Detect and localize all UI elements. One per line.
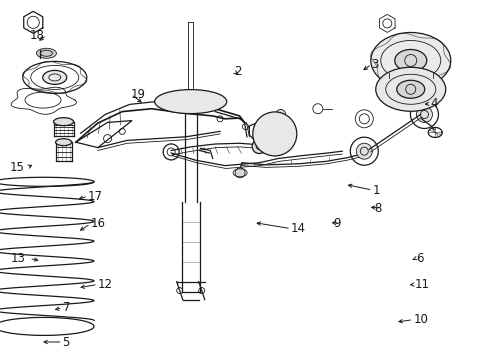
Ellipse shape bbox=[375, 67, 445, 111]
Ellipse shape bbox=[54, 118, 73, 126]
Text: 4: 4 bbox=[429, 97, 437, 110]
Text: 6: 6 bbox=[415, 252, 422, 265]
Text: 11: 11 bbox=[414, 278, 429, 291]
Text: 7: 7 bbox=[62, 301, 70, 314]
Text: 3: 3 bbox=[371, 58, 378, 71]
Circle shape bbox=[275, 109, 285, 120]
Text: 16: 16 bbox=[90, 217, 105, 230]
Text: 5: 5 bbox=[62, 336, 70, 348]
Circle shape bbox=[252, 140, 265, 153]
Text: 8: 8 bbox=[373, 202, 381, 215]
Text: 14: 14 bbox=[290, 222, 305, 235]
Circle shape bbox=[258, 118, 290, 150]
Ellipse shape bbox=[396, 80, 424, 98]
Circle shape bbox=[416, 107, 431, 122]
Ellipse shape bbox=[42, 71, 67, 84]
Circle shape bbox=[235, 168, 244, 178]
Ellipse shape bbox=[154, 90, 226, 114]
Ellipse shape bbox=[56, 139, 71, 146]
Circle shape bbox=[252, 112, 296, 156]
Text: 13: 13 bbox=[11, 252, 25, 265]
Text: 17: 17 bbox=[88, 190, 103, 203]
Text: 15: 15 bbox=[10, 161, 24, 174]
Circle shape bbox=[356, 143, 371, 159]
Ellipse shape bbox=[370, 32, 450, 89]
Circle shape bbox=[260, 143, 269, 153]
Text: 9: 9 bbox=[333, 217, 340, 230]
Text: 19: 19 bbox=[131, 88, 146, 101]
Text: 1: 1 bbox=[372, 184, 379, 197]
Ellipse shape bbox=[37, 48, 56, 58]
Text: 2: 2 bbox=[233, 65, 241, 78]
Text: 10: 10 bbox=[412, 313, 427, 326]
Ellipse shape bbox=[394, 49, 426, 72]
Text: 12: 12 bbox=[98, 278, 113, 291]
Text: 18: 18 bbox=[29, 29, 44, 42]
